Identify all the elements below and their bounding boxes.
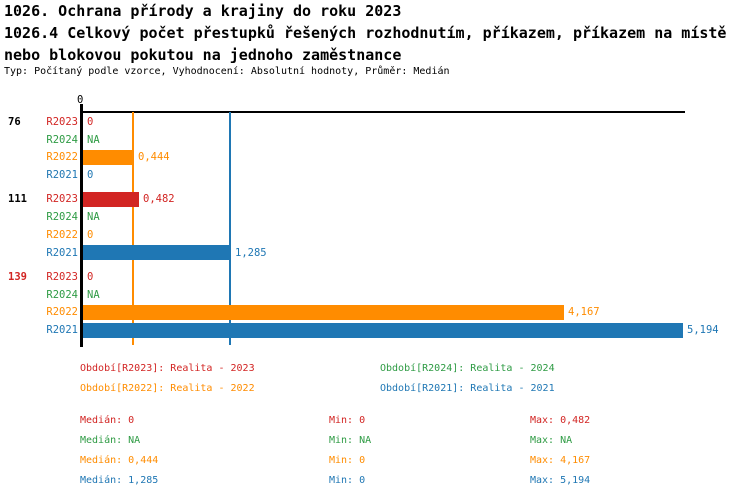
bar[interactable]: [83, 245, 231, 261]
bar-row: 111 R2023 0,482: [0, 191, 750, 209]
page-title-line-1: 1026. Ochrana přírody a krajiny do roku …: [4, 2, 402, 20]
bar-value-label: 1,285: [235, 246, 267, 259]
stat-median-r2022: Medián: 0,444: [80, 455, 159, 466]
series-label: R2024: [46, 288, 78, 301]
bar-value-label: NA: [87, 133, 100, 146]
series-label: R2024: [46, 211, 78, 224]
stat-min-r2024: Min: NA: [329, 435, 372, 446]
bar-row: R2021 1,285: [0, 244, 750, 262]
stat-min-r2021: Min: 0: [329, 475, 366, 486]
bar-row: 76 R2023 0: [0, 113, 750, 131]
page-title-line-3: nebo blokovou pokutou na jednoho zaměstn…: [4, 46, 402, 64]
bar-value-label: 0: [87, 228, 94, 241]
group-label: 139: [8, 270, 27, 283]
bar-row: 139 R2023 0: [0, 268, 750, 286]
bar-value-label: 5,194: [687, 324, 719, 337]
bar[interactable]: [83, 191, 139, 207]
bar-value-label: NA: [87, 288, 100, 301]
group-label: 76: [8, 115, 21, 128]
bar-row: R2024 NA: [0, 286, 750, 304]
bar[interactable]: [83, 322, 683, 338]
bar-row: R2022 0,444: [0, 149, 750, 167]
stat-median-r2024: Medián: NA: [80, 435, 141, 446]
series-label: R2023: [46, 270, 78, 283]
axis-zero-tick: 0: [77, 94, 84, 106]
bar-value-label: 0,482: [143, 193, 175, 206]
series-label: R2022: [46, 151, 78, 164]
bar-value-label: 4,167: [568, 306, 600, 319]
series-label: R2022: [46, 306, 78, 319]
stat-min-r2023: Min: 0: [329, 415, 366, 426]
series-label: R2021: [46, 169, 78, 182]
stat-median-r2023: Medián: 0: [80, 415, 135, 426]
series-label: R2023: [46, 193, 78, 206]
bar-row: R2022 4,167: [0, 304, 750, 322]
bar-row: R2021 0: [0, 166, 750, 184]
series-label: R2021: [46, 246, 78, 259]
bar-row: R2022 0: [0, 226, 750, 244]
bar-value-label: 0,444: [138, 151, 170, 164]
legend-item-r2024: Období[R2024]: Realita - 2024: [380, 363, 555, 374]
stat-max-r2023: Max: 0,482: [530, 415, 591, 426]
bar-row: R2021 5,194: [0, 321, 750, 339]
stat-min-r2022: Min: 0: [329, 455, 366, 466]
series-label: R2021: [46, 324, 78, 337]
indicator-meta: Typ: Počítaný podle vzorce, Vyhodnocení:…: [4, 66, 450, 77]
legend-item-r2022: Období[R2022]: Realita - 2022: [80, 383, 255, 394]
stat-median-r2021: Medián: 1,285: [80, 475, 159, 486]
page-title-line-2: 1026.4 Celkový počet přestupků řešených …: [4, 24, 727, 42]
series-label: R2024: [46, 133, 78, 146]
bar[interactable]: [83, 149, 134, 165]
series-label: R2022: [46, 228, 78, 241]
bar-value-label: 0: [87, 270, 94, 283]
legend-item-r2021: Období[R2021]: Realita - 2021: [380, 383, 555, 394]
stat-max-r2021: Max: 5,194: [530, 475, 591, 486]
stat-max-r2024: Max: NA: [530, 435, 573, 446]
legend-item-r2023: Období[R2023]: Realita - 2023: [80, 363, 255, 374]
stat-max-r2022: Max: 4,167: [530, 455, 591, 466]
x-axis-line: [80, 111, 685, 113]
bar-row: R2024 NA: [0, 208, 750, 226]
bar-value-label: 0: [87, 169, 94, 182]
bar-row: R2024 NA: [0, 131, 750, 149]
bar-rows: 76 R2023 0 R2024 NA R2022 0,444 R2021 0: [0, 113, 750, 339]
series-label: R2023: [46, 115, 78, 128]
bar-value-label: NA: [87, 211, 100, 224]
y-axis-line: [80, 104, 83, 347]
bar[interactable]: [83, 304, 564, 320]
bar-value-label: 0: [87, 115, 94, 128]
group-label: 111: [8, 193, 27, 206]
median-gridline-r2022: [132, 112, 134, 345]
median-gridline-r2021: [229, 112, 231, 345]
